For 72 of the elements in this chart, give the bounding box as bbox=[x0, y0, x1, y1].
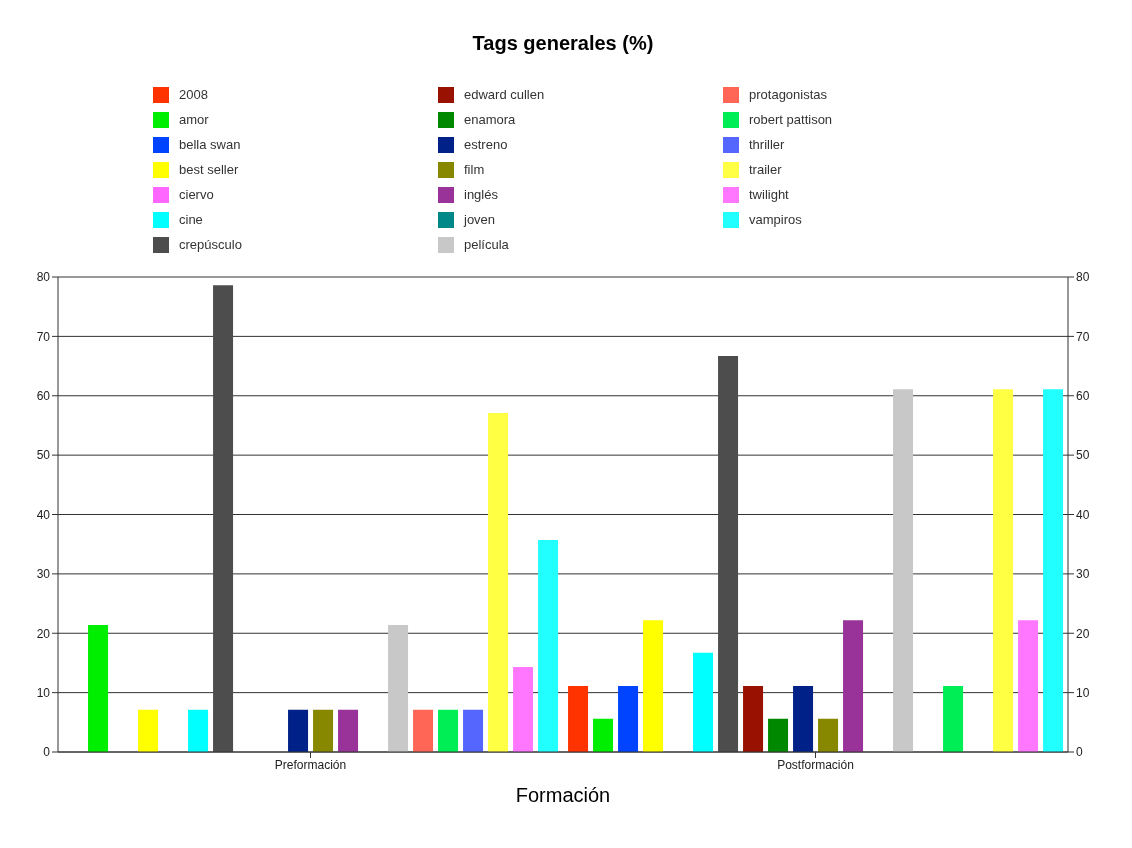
y-tick-label: 50 bbox=[36, 448, 51, 463]
bar bbox=[438, 709, 459, 752]
y2-tick-label: 20 bbox=[1076, 626, 1090, 641]
y-tick-label: 20 bbox=[36, 626, 51, 641]
y-tick-label: 0 bbox=[43, 745, 51, 760]
bar bbox=[338, 709, 359, 752]
bar bbox=[593, 718, 614, 752]
legend-label: robert pattison bbox=[749, 112, 833, 127]
legend-label: best seller bbox=[179, 162, 239, 177]
legend-label: joven bbox=[464, 212, 496, 227]
bar bbox=[568, 686, 589, 752]
bar bbox=[768, 718, 789, 752]
bar bbox=[643, 620, 664, 752]
y-tick-label: 70 bbox=[36, 329, 51, 344]
legend-label: enamora bbox=[464, 112, 516, 127]
y-tick-label: 80 bbox=[36, 270, 51, 285]
y-tick-label: 40 bbox=[36, 507, 51, 522]
bar bbox=[88, 624, 109, 752]
bar bbox=[693, 652, 714, 752]
bar bbox=[138, 709, 159, 752]
bar bbox=[943, 686, 964, 752]
legend-label: ciervo bbox=[179, 187, 214, 202]
bar bbox=[993, 389, 1014, 752]
bar bbox=[1018, 620, 1039, 752]
bar bbox=[793, 686, 814, 752]
bar bbox=[388, 624, 409, 752]
chart-title: Tags generales (%) bbox=[471, 31, 655, 56]
y2-tick-label: 10 bbox=[1076, 685, 1090, 700]
y2-tick-label: 40 bbox=[1076, 507, 1090, 522]
y-tick-label: 10 bbox=[36, 685, 51, 700]
legend-label: película bbox=[464, 237, 509, 252]
legend-label: estreno bbox=[464, 137, 508, 152]
legend-label: trailer bbox=[749, 162, 782, 177]
bar bbox=[893, 389, 914, 752]
legend-label: thriller bbox=[749, 137, 785, 152]
y-tick-label: 60 bbox=[36, 389, 51, 404]
x-axis-title: Formación bbox=[515, 784, 611, 806]
bar bbox=[463, 709, 484, 752]
bar bbox=[818, 718, 839, 752]
bar bbox=[313, 709, 334, 752]
bar bbox=[413, 709, 434, 752]
bar bbox=[843, 620, 864, 752]
bar bbox=[538, 540, 559, 752]
bar bbox=[618, 686, 639, 752]
bar bbox=[288, 709, 309, 752]
y2-tick-label: 80 bbox=[1076, 270, 1090, 285]
bar bbox=[513, 667, 534, 752]
legend-label: edward cullen bbox=[464, 87, 545, 102]
legend-label: 2008 bbox=[179, 87, 208, 102]
y2-tick-label: 30 bbox=[1076, 567, 1090, 582]
legend-label: twilight bbox=[749, 187, 789, 202]
legend-label: amor bbox=[179, 112, 209, 127]
y2-tick-label: 70 bbox=[1076, 329, 1090, 344]
bar bbox=[188, 709, 209, 752]
legend-label: vampiros bbox=[749, 212, 802, 227]
x-tick-label: Preformación bbox=[274, 757, 347, 772]
y2-tick-label: 0 bbox=[1076, 745, 1083, 760]
legend-label: film bbox=[464, 162, 485, 177]
legend-label: inglés bbox=[464, 187, 498, 202]
bar bbox=[718, 355, 739, 752]
legend-label: protagonistas bbox=[749, 87, 828, 102]
legend-label: cine bbox=[179, 212, 203, 227]
bar bbox=[743, 686, 764, 752]
bar bbox=[488, 412, 509, 752]
x-tick-label: Postformación bbox=[777, 757, 854, 772]
legend-label: bella swan bbox=[179, 137, 241, 152]
legend-label: crepúsculo bbox=[179, 237, 242, 252]
y-tick-label: 30 bbox=[36, 567, 51, 582]
bar bbox=[1043, 389, 1064, 752]
bar bbox=[213, 285, 234, 752]
y2-tick-label: 60 bbox=[1076, 389, 1090, 404]
y2-tick-label: 50 bbox=[1076, 448, 1090, 463]
